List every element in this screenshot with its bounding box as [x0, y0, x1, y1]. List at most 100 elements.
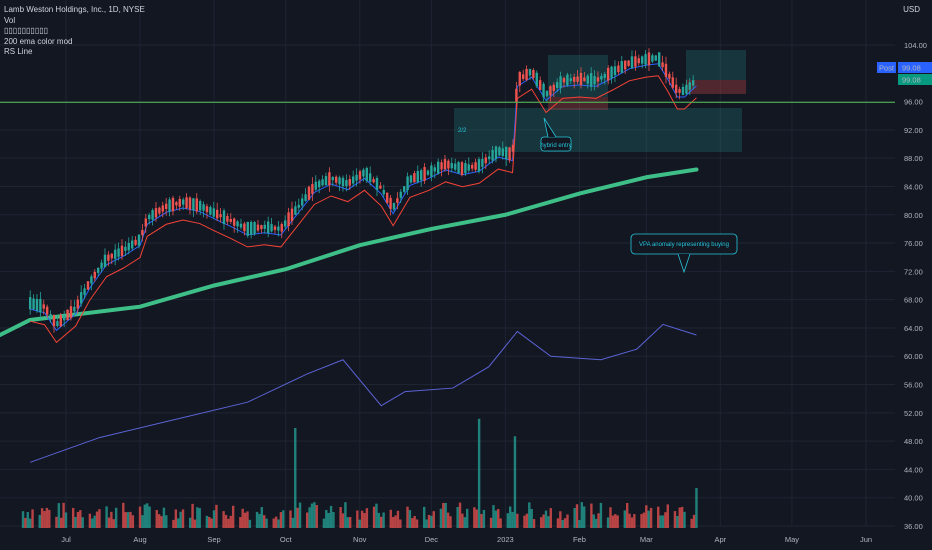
candle-body	[113, 249, 117, 259]
symbol-title[interactable]: Lamb Weston Holdings, Inc., 1D, NYSE	[4, 5, 145, 14]
candle-body	[328, 172, 331, 186]
post-badge	[877, 62, 896, 73]
candle-body	[368, 173, 372, 182]
candle-body	[100, 262, 103, 269]
time-axis[interactable]: Jul Aug Sep Oct Nov Dec 2023 Feb Mar Apr May Jun	[61, 535, 872, 544]
volume-bar	[513, 436, 517, 528]
volume-bar	[482, 509, 486, 528]
rs-line-label[interactable]: RS Line	[4, 47, 33, 56]
candle-body	[147, 214, 151, 220]
volume-bar	[45, 507, 49, 528]
volume-bar	[141, 515, 144, 528]
candle-body	[42, 304, 45, 309]
candle-body	[59, 314, 62, 327]
candle-body	[348, 179, 351, 186]
candle-body	[433, 167, 436, 172]
candle-body	[372, 179, 375, 183]
candle-body	[341, 177, 345, 187]
candle-body	[39, 298, 42, 313]
candle-body	[314, 181, 317, 190]
candle-body	[294, 206, 297, 215]
volume-bar	[559, 511, 562, 528]
annotations[interactable]: hybrid entry VPA anomaly representing buy…	[458, 117, 738, 274]
volume-bar	[544, 510, 548, 528]
volume-bar	[499, 518, 502, 528]
candle-body	[270, 224, 273, 232]
volume-bar	[630, 517, 634, 528]
candle-body	[657, 52, 661, 67]
volume-bar	[590, 503, 593, 528]
candle-body	[647, 52, 651, 66]
price-axis[interactable]: 36.00 40.00 44.00 48.00 52.00 56.00 60.00 64.00…	[904, 41, 927, 531]
volume-bar	[506, 513, 509, 528]
volume-bar	[91, 518, 94, 528]
volume-bar	[277, 519, 280, 528]
y-tick-label: 64.00	[904, 324, 923, 333]
candle-body	[596, 77, 600, 82]
candle-body	[283, 220, 287, 227]
candle-body	[76, 299, 79, 309]
candle-body	[542, 83, 545, 98]
volume-bar	[465, 508, 469, 528]
volume-bar	[55, 516, 58, 528]
candle-body	[209, 207, 212, 215]
volume-bar	[358, 519, 361, 528]
candle-body	[664, 63, 668, 77]
currency-label: USD	[903, 5, 920, 14]
candle-body	[501, 148, 504, 157]
candle-body	[389, 197, 392, 209]
position-boxes	[454, 50, 746, 152]
candle-body	[277, 226, 280, 231]
candle-body	[464, 163, 467, 174]
volume-bar	[165, 515, 168, 528]
candle-body	[654, 55, 657, 61]
volume-bar	[664, 512, 667, 528]
candles[interactable]	[28, 48, 695, 333]
vol-label[interactable]: Vol	[4, 15, 16, 25]
volume-bar	[642, 512, 646, 528]
candle-body	[685, 84, 688, 94]
y-tick-label: 52.00	[904, 409, 923, 418]
y-tick-label: 84.00	[904, 182, 923, 191]
boxed-indicator-label[interactable]: ▯▯▯▯▯▯▯▯▯▯	[4, 26, 49, 35]
candle-body	[532, 70, 535, 78]
candle-body	[56, 321, 59, 327]
volume-bar	[81, 517, 84, 528]
indicator-lines	[0, 63, 699, 463]
volume-bar	[143, 504, 147, 528]
volume-bar	[258, 513, 261, 528]
x-tick-label: May	[785, 535, 799, 544]
candle-body	[399, 191, 402, 198]
candle-body	[158, 207, 161, 214]
chart-legend: Lamb Weston Holdings, Inc., 1D, NYSE Vol…	[4, 5, 145, 58]
volume-bar	[208, 516, 211, 528]
hybrid-entry-text: hybrid entry	[540, 143, 571, 149]
candle-body	[290, 208, 294, 222]
volume-bar	[344, 502, 347, 528]
candle-body	[79, 292, 83, 304]
candle-body	[610, 66, 613, 79]
volume-bar	[71, 507, 75, 528]
volume-bar	[566, 514, 569, 528]
volume-bar	[413, 515, 416, 528]
volume-bar	[348, 516, 352, 528]
volume-bar	[222, 511, 225, 528]
candle-body	[188, 197, 192, 210]
volume-bar	[308, 507, 311, 528]
candle-body	[355, 174, 358, 181]
candle-body	[640, 56, 644, 64]
candle-body	[249, 222, 253, 235]
volume-bar	[511, 511, 514, 528]
profit-zone	[686, 50, 746, 80]
ema-label[interactable]: 200 ema color mod	[4, 36, 73, 46]
candle-body	[181, 199, 185, 205]
candle-body	[154, 208, 158, 218]
volume-bar	[325, 510, 328, 528]
volume-bar	[126, 512, 130, 528]
volume-bar	[239, 517, 242, 528]
candle-body	[545, 90, 549, 97]
candle-body	[559, 76, 562, 89]
volume-bar	[583, 506, 586, 528]
candle-body	[402, 186, 406, 192]
